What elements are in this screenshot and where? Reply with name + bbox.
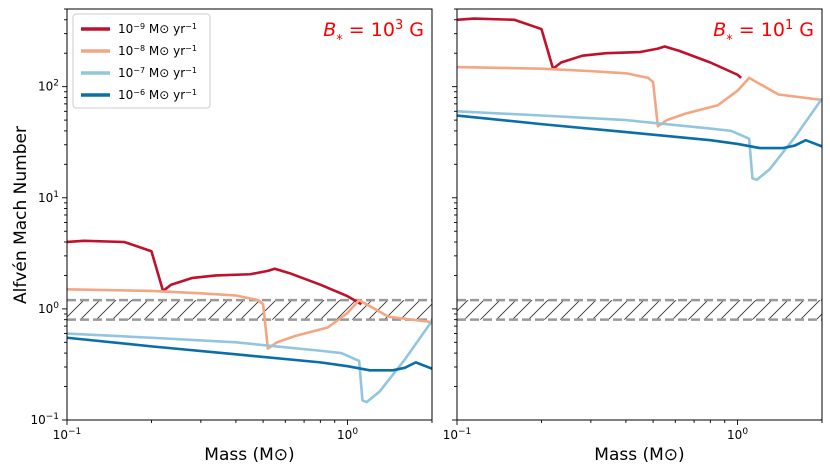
- y-tick-exp: 0: [53, 301, 59, 311]
- legend-exp: −7: [133, 66, 145, 75]
- legend-unit: M⊙ yr: [145, 88, 185, 102]
- y-tick-base: 10: [30, 413, 45, 427]
- series-line-1e-9: [457, 17, 743, 79]
- annot-base: = 10: [733, 19, 785, 41]
- legend-unit: M⊙ yr: [145, 22, 185, 36]
- y-tick-base: 10: [38, 80, 53, 94]
- y-tick-exp: −1: [46, 412, 59, 422]
- annot-unit: G: [403, 19, 424, 41]
- legend-unit-exp: −1: [185, 44, 197, 53]
- legend-base: 10: [118, 88, 133, 102]
- x-tick-base: 10: [337, 428, 352, 442]
- series-line-1e-7: [67, 320, 432, 404]
- y-tick-label: 101: [38, 190, 59, 205]
- y-tick-base: 10: [38, 302, 53, 316]
- x-axis-title: Mass (M⊙): [594, 445, 684, 465]
- annot-symbol: B: [713, 19, 726, 41]
- x-tick-base: 10: [53, 428, 68, 442]
- x-tick-label: 100: [337, 427, 358, 442]
- series-lines: [67, 239, 432, 404]
- legend-unit-exp: −1: [185, 88, 197, 97]
- annot-exponent: 3: [395, 18, 403, 33]
- x-tick-label: 100: [727, 427, 748, 442]
- x-tick-exp: −1: [68, 427, 81, 437]
- x-tick-label: 10−1: [53, 427, 82, 442]
- x-axis-title: Mass (M⊙): [204, 445, 294, 465]
- legend: 10−9 M⊙ yr−110−8 M⊙ yr−110−7 M⊙ yr−110−6…: [72, 13, 211, 109]
- x-tick-exp: 0: [742, 427, 748, 437]
- x-tick-exp: −1: [458, 427, 471, 437]
- legend-entry-label: 10−6 M⊙ yr−1: [118, 88, 197, 103]
- legend-base: 10: [118, 22, 133, 36]
- annot-base: = 10: [343, 19, 395, 41]
- series-line-1e-6: [67, 336, 432, 372]
- legend-unit: M⊙ yr: [145, 66, 185, 80]
- y-axis-title: Alfvén Mach Number: [11, 126, 31, 304]
- alfven-band: [67, 298, 432, 321]
- legend-box: [72, 13, 211, 109]
- series-line-1e-7: [457, 97, 822, 182]
- legend-base: 10: [118, 66, 133, 80]
- y-tick-label: 10−1: [30, 412, 59, 427]
- axis-ticks: 10−1 100: [443, 8, 823, 442]
- x-tick-exp: 0: [352, 427, 358, 437]
- plot-frame: [456, 8, 823, 421]
- annot-exponent: 1: [785, 18, 793, 33]
- legend-entry-label: 10−8 M⊙ yr−1: [118, 44, 197, 59]
- y-tick-label: 100: [38, 301, 59, 316]
- legend-exp: −8: [133, 44, 145, 53]
- legend-entry-label: 10−9 M⊙ yr−1: [118, 22, 197, 37]
- x-tick-base: 10: [727, 428, 742, 442]
- y-tick-exp: 2: [53, 79, 59, 89]
- annot-unit: G: [793, 19, 814, 41]
- legend-unit: M⊙ yr: [145, 44, 185, 58]
- band-hatch: [67, 300, 432, 320]
- x-tick-base: 10: [443, 428, 458, 442]
- series-line-1e-6: [457, 114, 822, 150]
- plot-frame: [66, 8, 433, 421]
- legend-unit-exp: −1: [185, 22, 197, 31]
- x-tick-label: 10−1: [443, 427, 472, 442]
- panel-b-1e1: 10−1 100 Mass (M⊙) B* = 101 G: [443, 8, 823, 465]
- series-line-1e-8: [457, 65, 822, 128]
- legend-base: 10: [118, 44, 133, 58]
- band-hatch: [457, 300, 822, 320]
- annot-symbol: B: [323, 19, 336, 41]
- field-annotation: B* = 101 G: [713, 18, 814, 48]
- y-tick-label: 102: [38, 79, 59, 94]
- y-tick-base: 10: [38, 191, 53, 205]
- alfven-band: [457, 298, 822, 321]
- legend-unit-exp: −1: [185, 66, 197, 75]
- annot-subscript: *: [336, 33, 343, 48]
- series-lines: [457, 17, 822, 182]
- legend-exp: −6: [133, 88, 145, 97]
- field-annotation: B* = 103 G: [323, 18, 424, 48]
- series-line-1e-9: [67, 239, 363, 306]
- legend-exp: −9: [133, 22, 145, 31]
- y-tick-exp: 1: [53, 190, 59, 200]
- annot-subscript: *: [726, 33, 733, 48]
- legend-entry-label: 10−7 M⊙ yr−1: [118, 66, 197, 81]
